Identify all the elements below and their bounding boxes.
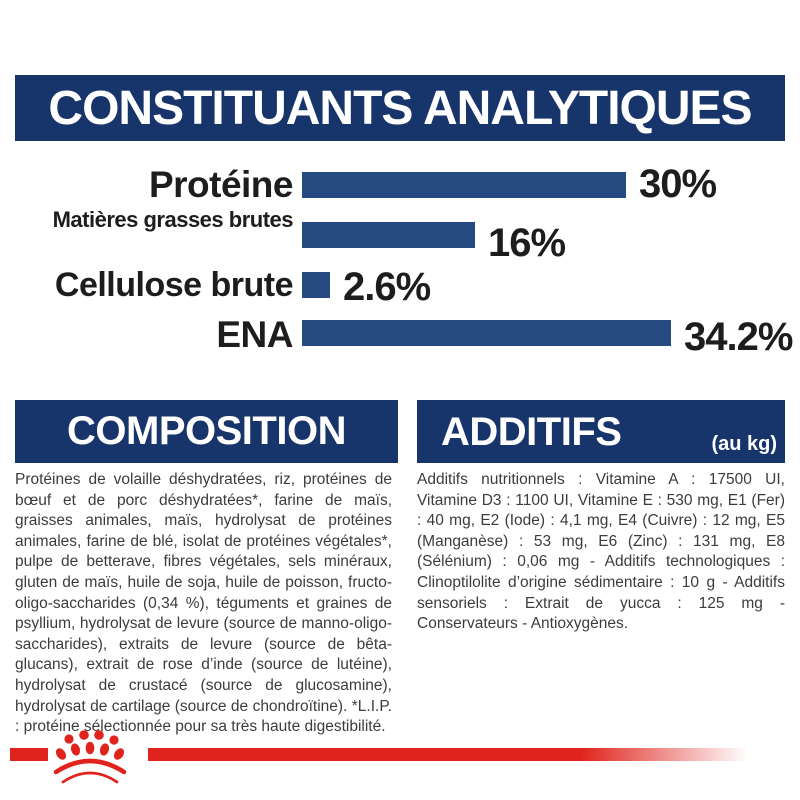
additifs-text: Additifs nutritionnels : Vitamine A : 17… [417,471,785,633]
composition-text: Protéines de volaille déshydratées, riz,… [15,471,392,736]
bar-value-ena: 34.2% [684,315,793,359]
brand-stripe-left [10,748,48,761]
composition-title: COMPOSITION [67,409,346,453]
bar-cellulose [302,272,330,298]
additifs-header: ADDITIFS (au kg) [417,400,785,463]
additifs-subtitle: (au kg) [711,433,777,455]
analytical-constituents-header: CONSTITUANTS ANALYTIQUES [15,75,785,141]
additifs-title: ADDITIFS [441,410,622,454]
brand-stripe-right [148,748,748,761]
page-title: CONSTITUANTS ANALYTIQUES [48,81,752,135]
bar-label-cellulose: Cellulose brute [54,266,294,304]
bar-ena [302,320,671,346]
bar-label-matieres-grasses: Matières grasses brutes [52,207,294,232]
bar-label-ena: ENA [216,314,293,355]
bar-matieres-grasses [302,222,475,248]
royal-canin-crown-logo [53,730,127,784]
composition-header: COMPOSITION [15,400,398,463]
bar-value-cellulose: 2.6% [343,265,431,309]
bar-proteine [302,172,626,198]
analytical-constituents-chart: Protéine 30% Matières grasses brutes 16%… [0,0,800,390]
bar-label-proteine: Protéine [148,164,294,205]
bar-value-proteine: 30% [639,162,717,206]
bar-value-matieres-grasses: 16% [488,221,566,265]
